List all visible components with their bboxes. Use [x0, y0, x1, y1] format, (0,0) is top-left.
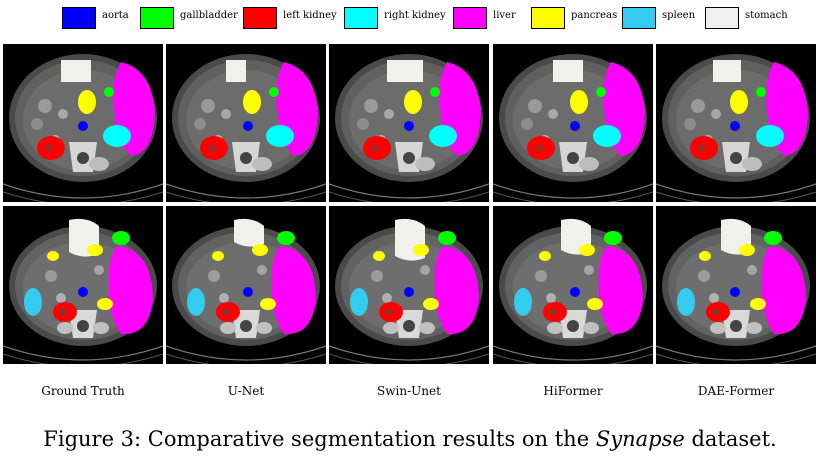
ct-panel-row2-swin-unet: [329, 206, 489, 364]
legend-label: aorta: [102, 10, 129, 21]
legend-label: gallbladder: [180, 10, 238, 21]
column-label: HiFormer: [543, 384, 603, 398]
legend-swatch: [243, 7, 277, 29]
ct-panel-row1-swin-unet: [329, 44, 489, 202]
ct-panel-row1-dae-former: [656, 44, 816, 202]
legend-label: spleen: [662, 10, 696, 21]
legend-label: stomach: [745, 10, 788, 21]
legend-swatch: [531, 7, 565, 29]
ct-panel-row1-hiformer: [493, 44, 653, 202]
legend-swatch: [705, 7, 739, 29]
caption-prefix: Figure 3: Comparative segmentation resul…: [43, 427, 596, 451]
caption-emphasis: Synapse: [595, 427, 685, 451]
ct-panel-row1-ground-truth: [3, 44, 163, 202]
legend-label: right kidney: [384, 10, 446, 21]
column-labels: Ground Truth U-Net Swin-Unet HiFormer DAE-Fo…: [0, 384, 820, 404]
legend-label: left kidney: [283, 10, 337, 21]
ct-panel-row1-u-net: [166, 44, 326, 202]
column-label: Swin-Unet: [377, 384, 441, 398]
figure-caption: Figure 3: Comparative segmentation resul…: [0, 427, 820, 451]
ct-panel-row2-dae-former: [656, 206, 816, 364]
segmentation-grid: [0, 44, 820, 364]
ct-panel-row2-ground-truth: [3, 206, 163, 364]
column-label: DAE-Former: [697, 384, 775, 398]
legend-swatch: [344, 7, 378, 29]
legend-swatch: [622, 7, 656, 29]
legend: aorta gallbladder left kidney right kidney l…: [0, 0, 820, 38]
column-label: Ground Truth: [41, 384, 125, 398]
ct-panel-row2-hiformer: [493, 206, 653, 364]
legend-swatch: [140, 7, 174, 29]
legend-swatch: [62, 7, 96, 29]
column-label: U-Net: [227, 384, 265, 398]
legend-label: liver: [493, 10, 516, 21]
ct-panel-row2-u-net: [166, 206, 326, 364]
legend-label: pancreas: [571, 10, 618, 21]
legend-swatch: [453, 7, 487, 29]
caption-suffix: dataset.: [684, 427, 777, 451]
